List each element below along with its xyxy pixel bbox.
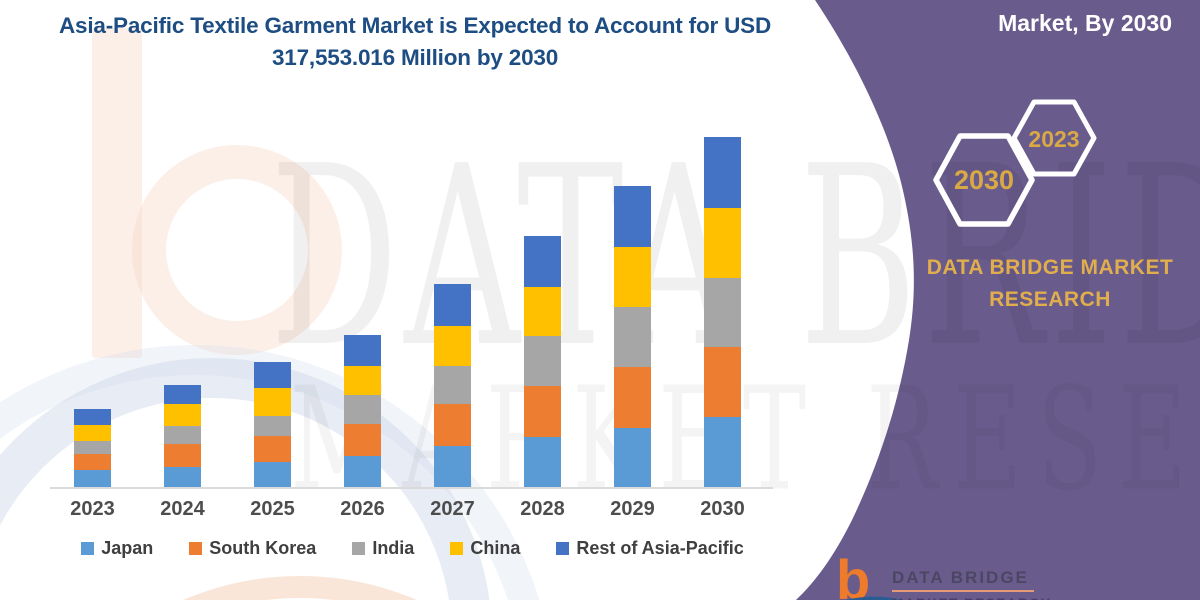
ghost-ring-orange bbox=[183, 576, 417, 600]
bar-2027 bbox=[434, 284, 471, 488]
segment-rest-of-asia-pacific-2028 bbox=[524, 236, 561, 288]
bar-2025 bbox=[254, 362, 291, 488]
brand-name-line2: RESEARCH bbox=[989, 287, 1111, 311]
legend-item-south-korea: South Korea bbox=[189, 538, 316, 559]
segment-south-korea-2025 bbox=[254, 436, 291, 463]
chart-title: Asia-Pacific Textile Garment Market is E… bbox=[55, 10, 775, 74]
segment-japan-2025 bbox=[254, 462, 291, 488]
bar-2028 bbox=[524, 236, 561, 488]
segment-south-korea-2028 bbox=[524, 386, 561, 438]
segment-japan-2027 bbox=[434, 446, 471, 488]
legend-label-south-korea: South Korea bbox=[209, 538, 317, 558]
chart-title-line1: Asia-Pacific Textile Garment Market is E… bbox=[59, 13, 771, 38]
x-tick-2027: 2027 bbox=[430, 498, 475, 520]
segment-china-2029 bbox=[614, 247, 651, 307]
legend-marker-india bbox=[352, 542, 366, 555]
chart-title-line2: 317,553.016 Million by 2030 bbox=[271, 44, 559, 70]
segment-india-2026 bbox=[344, 395, 381, 424]
x-tick-2029: 2029 bbox=[610, 498, 655, 520]
legend-marker-china bbox=[450, 542, 464, 555]
x-tick-2024: 2024 bbox=[160, 498, 205, 520]
segment-rest-of-asia-pacific-2030 bbox=[704, 137, 741, 208]
bar-2029 bbox=[614, 186, 651, 488]
segment-japan-2026 bbox=[344, 456, 381, 488]
legend-item-china: China bbox=[450, 538, 520, 559]
segment-south-korea-2026 bbox=[344, 423, 381, 456]
segment-india-2025 bbox=[254, 415, 291, 437]
segment-china-2026 bbox=[344, 366, 381, 396]
legend-marker-south-korea bbox=[189, 542, 203, 555]
x-tick-2030: 2030 bbox=[700, 498, 745, 520]
segment-japan-2028 bbox=[524, 437, 561, 488]
segment-south-korea-2030 bbox=[704, 347, 741, 417]
segment-south-korea-2023 bbox=[74, 454, 111, 470]
bar-2030 bbox=[704, 137, 741, 488]
legend: Japan South Korea India China Rest of Asia-P… bbox=[55, 538, 770, 559]
segment-china-2023 bbox=[74, 425, 111, 441]
segment-india-2023 bbox=[74, 440, 111, 454]
legend-label-rest-of-asia-pacific: Rest of Asia-Pacific bbox=[576, 538, 744, 558]
x-axis-line bbox=[50, 487, 773, 489]
panel-heading: Market, By 2030 bbox=[998, 10, 1172, 36]
x-tick-2023: 2023 bbox=[70, 498, 115, 520]
brand-name: DATA BRIDGE MARKET RESEARCH bbox=[905, 252, 1195, 315]
x-tick-2026: 2026 bbox=[340, 498, 385, 520]
footer-brand-line1: DATA BRIDGE bbox=[892, 568, 1029, 587]
bar-2023 bbox=[74, 409, 111, 488]
segment-china-2030 bbox=[704, 207, 741, 278]
legend-marker-rest-of-asia-pacific bbox=[556, 542, 570, 555]
segment-rest-of-asia-pacific-2027 bbox=[434, 284, 471, 327]
segment-rest-of-asia-pacific-2025 bbox=[254, 362, 291, 389]
segment-rest-of-asia-pacific-2026 bbox=[344, 334, 381, 367]
brand-name-line1: DATA BRIDGE MARKET bbox=[926, 256, 1174, 279]
footer-brand-text: DATA BRIDGE MARKET RESEARCH bbox=[892, 568, 1052, 600]
segment-rest-of-asia-pacific-2024 bbox=[164, 385, 201, 405]
segment-south-korea-2024 bbox=[164, 444, 201, 467]
segment-india-2029 bbox=[614, 307, 651, 367]
segment-india-2027 bbox=[434, 366, 471, 405]
segment-china-2028 bbox=[524, 287, 561, 337]
segment-india-2030 bbox=[704, 277, 741, 347]
hexagon-2023-label: 2023 bbox=[1028, 126, 1080, 152]
segment-japan-2024 bbox=[164, 467, 201, 488]
segment-south-korea-2029 bbox=[614, 367, 651, 428]
segment-india-2024 bbox=[164, 426, 201, 445]
bar-2024 bbox=[164, 385, 201, 488]
legend-item-rest-of-asia-pacific: Rest of Asia-Pacific bbox=[556, 538, 744, 559]
segment-china-2025 bbox=[254, 388, 291, 416]
legend-item-japan: Japan bbox=[81, 538, 153, 559]
segment-china-2024 bbox=[164, 404, 201, 427]
segment-india-2028 bbox=[524, 336, 561, 387]
x-tick-2028: 2028 bbox=[520, 498, 565, 520]
legend-marker-japan bbox=[81, 542, 95, 555]
segment-japan-2029 bbox=[614, 428, 651, 488]
segment-japan-2030 bbox=[704, 417, 741, 488]
hexagon-2030-label: 2030 bbox=[953, 165, 1015, 195]
legend-item-india: India bbox=[352, 538, 414, 559]
stacked-bar-chart bbox=[55, 0, 770, 488]
legend-label-china: China bbox=[470, 538, 521, 558]
segment-rest-of-asia-pacific-2023 bbox=[74, 409, 111, 426]
x-axis-tick-labels: 2023 2024 2025 2026 2027 2028 2029 2030 bbox=[55, 498, 770, 524]
segment-japan-2023 bbox=[74, 470, 111, 488]
x-tick-2025: 2025 bbox=[250, 498, 295, 520]
segment-south-korea-2027 bbox=[434, 404, 471, 446]
footer-brand-underline bbox=[892, 590, 1034, 592]
legend-label-japan: Japan bbox=[101, 538, 154, 558]
segment-china-2027 bbox=[434, 326, 471, 367]
segment-rest-of-asia-pacific-2029 bbox=[614, 186, 651, 247]
legend-label-india: India bbox=[372, 538, 415, 558]
bar-2026 bbox=[344, 334, 381, 488]
footer-logo: b DATA BRIDGE MARKET RESEARCH bbox=[836, 552, 1066, 600]
footer-brand-line2: MARKET RESEARCH bbox=[892, 596, 1052, 600]
